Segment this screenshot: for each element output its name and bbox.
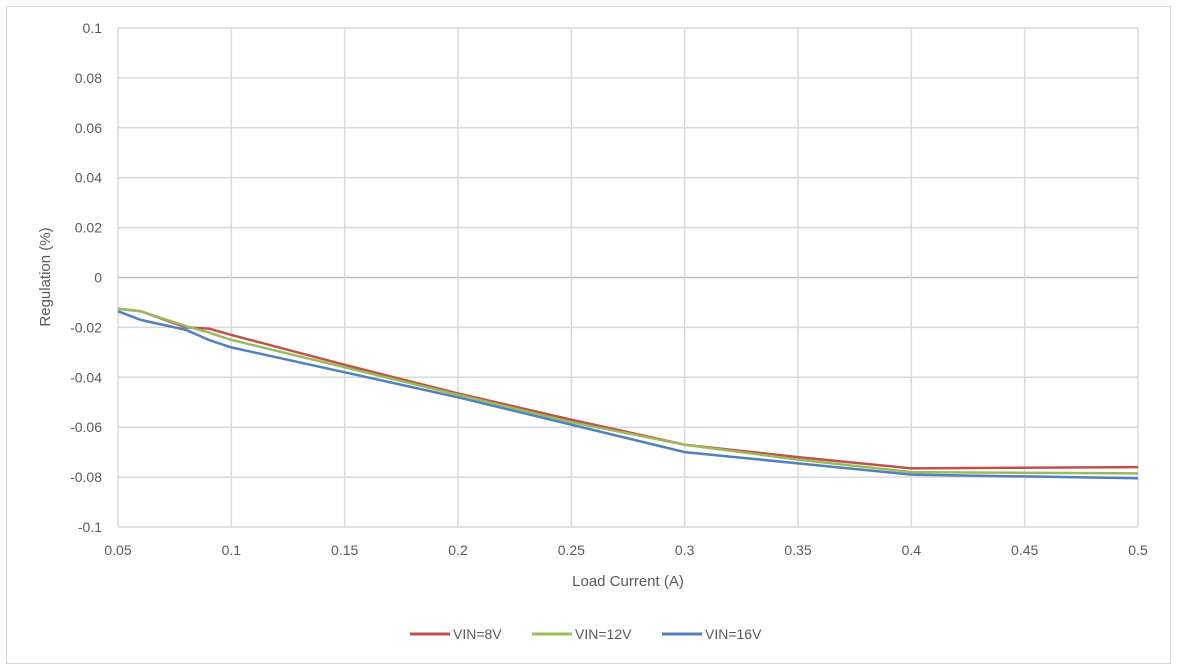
legend: VIN=8V VIN=12V VIN=16V xyxy=(410,626,762,642)
x-tick-label: 0.2 xyxy=(448,542,468,558)
x-tick-label: 0.5 xyxy=(1128,542,1148,558)
x-tick-label: 0.1 xyxy=(222,542,242,558)
y-tick-label: -0.02 xyxy=(70,319,102,335)
series-line-vin-12v xyxy=(117,307,1139,475)
legend-item: VIN=16V xyxy=(662,626,762,642)
y-axis-title: Regulation (%) xyxy=(37,227,54,326)
series-line-vin-16v xyxy=(117,310,1139,480)
y-tick-label: 0.02 xyxy=(75,220,102,236)
y-tick-label: 0.06 xyxy=(75,120,102,136)
x-tick-label: 0.3 xyxy=(675,542,695,558)
gridlines xyxy=(117,27,1139,528)
y-tick-label: -0.1 xyxy=(78,519,102,535)
x-tick-label: 0.45 xyxy=(1011,542,1038,558)
series-line-vin-8v xyxy=(117,307,1139,470)
legend-item: VIN=8V xyxy=(410,626,502,642)
x-axis-ticks: 0.05 0.1 0.15 0.2 0.25 0.3 0.35 0.4 0.45 0.5 xyxy=(104,542,1148,558)
x-tick-label: 0.25 xyxy=(558,542,585,558)
y-tick-label: -0.06 xyxy=(70,419,102,435)
y-tick-label: -0.08 xyxy=(70,469,102,485)
y-tick-label: -0.04 xyxy=(70,369,102,385)
legend-label: VIN=12V xyxy=(575,626,632,642)
x-tick-label: 0.05 xyxy=(104,542,131,558)
y-tick-label: 0.04 xyxy=(75,170,102,186)
legend-item: VIN=12V xyxy=(532,626,632,642)
x-tick-label: 0.4 xyxy=(902,542,922,558)
data-series xyxy=(117,307,1139,480)
legend-label: VIN=16V xyxy=(705,626,762,642)
x-tick-label: 0.35 xyxy=(784,542,811,558)
y-tick-label: 0.1 xyxy=(83,20,103,36)
x-axis-title: Load Current (A) xyxy=(572,573,684,590)
y-axis-ticks: 0.1 0.08 0.06 0.04 0.02 0 -0.02 -0.04 -0.06 -0.08… xyxy=(70,20,102,535)
x-tick-label: 0.15 xyxy=(331,542,358,558)
y-tick-label: 0.08 xyxy=(75,70,102,86)
legend-label: VIN=8V xyxy=(453,626,502,642)
y-tick-label: 0 xyxy=(94,270,102,286)
